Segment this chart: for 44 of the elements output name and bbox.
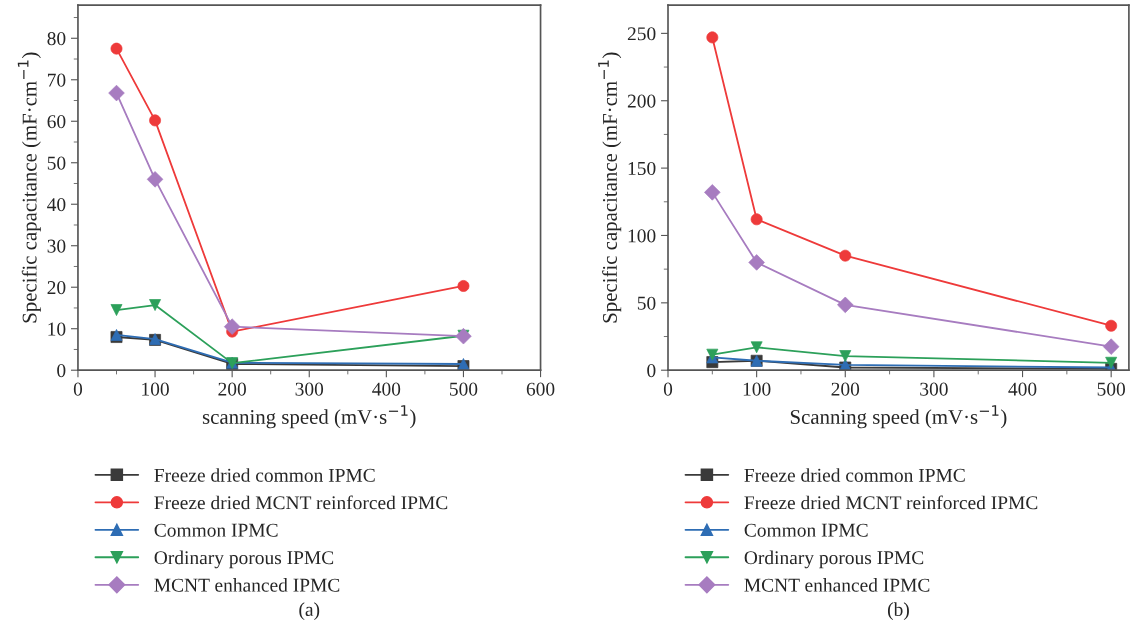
y-tick-label: 30: [47, 239, 66, 253]
x-tick-label: 300: [295, 382, 324, 396]
y-tick-label: 40: [47, 198, 66, 212]
x-axis-title: scanning speed (mV·s$^{−1}$): [202, 405, 416, 429]
x-tick-label: 0: [73, 382, 83, 396]
x-tick-label: 600: [526, 382, 555, 396]
x-tick-label: 200: [218, 382, 246, 396]
x-axis-title: Scanning speed (mV·s$^{−1}$): [790, 405, 1007, 429]
y-tick-label: 50: [47, 156, 66, 170]
x-tick-label: 100: [743, 382, 771, 396]
y-tick-label: 200: [627, 94, 656, 108]
legend-label: Freeze dried common IPMC: [154, 468, 375, 482]
text: (b): [887, 602, 909, 620]
x-tick-label: 500: [1097, 382, 1126, 396]
x-tick-label: 500: [450, 382, 478, 396]
legend-label: Common IPMC: [154, 523, 278, 537]
y-tick-label: 50: [637, 296, 656, 310]
legend-label: MCNT enhanced IPMC: [744, 578, 930, 592]
y-tick-label: 80: [47, 32, 66, 46]
legend-label: Freeze dried common IPMC: [744, 468, 965, 482]
y-tick-label: 70: [47, 73, 66, 87]
y-tick-label: 250: [627, 27, 656, 41]
y-tick-label: 0: [647, 364, 656, 378]
x-tick-label: 400: [372, 382, 401, 396]
legend-label: Ordinary porous IPMC: [744, 550, 924, 569]
legend-label: Freeze dried MCNT reinforced IPMC: [744, 495, 1038, 510]
y-tick-label: 20: [47, 281, 66, 295]
y-tick-label: 10: [48, 322, 66, 336]
y-tick-label: 150: [628, 161, 656, 176]
y-axis-title: Specific capacitance (mF·cm$^{−1}$): [598, 52, 622, 323]
x-tick-label: 200: [831, 382, 860, 396]
legend-label: Freeze dried MCNT reinforced IPMC: [154, 495, 448, 510]
y-tick-label: 100: [628, 229, 656, 243]
x-tick-label: 0: [663, 382, 673, 396]
text: (a): [299, 602, 320, 620]
x-tick-label: 300: [920, 382, 948, 396]
y-tick-label: 0: [57, 364, 66, 378]
legend-label: Common IPMC: [744, 523, 868, 537]
legend-label: Ordinary porous IPMC: [154, 550, 334, 569]
y-axis-title: Specific capacitance (mF·cm$^{−1}$): [17, 52, 41, 323]
x-tick-label: 100: [142, 382, 169, 396]
x-tick-label: 400: [1008, 382, 1037, 396]
legend-label: MCNT enhanced IPMC: [154, 578, 340, 592]
y-tick-label: 60: [47, 115, 66, 129]
